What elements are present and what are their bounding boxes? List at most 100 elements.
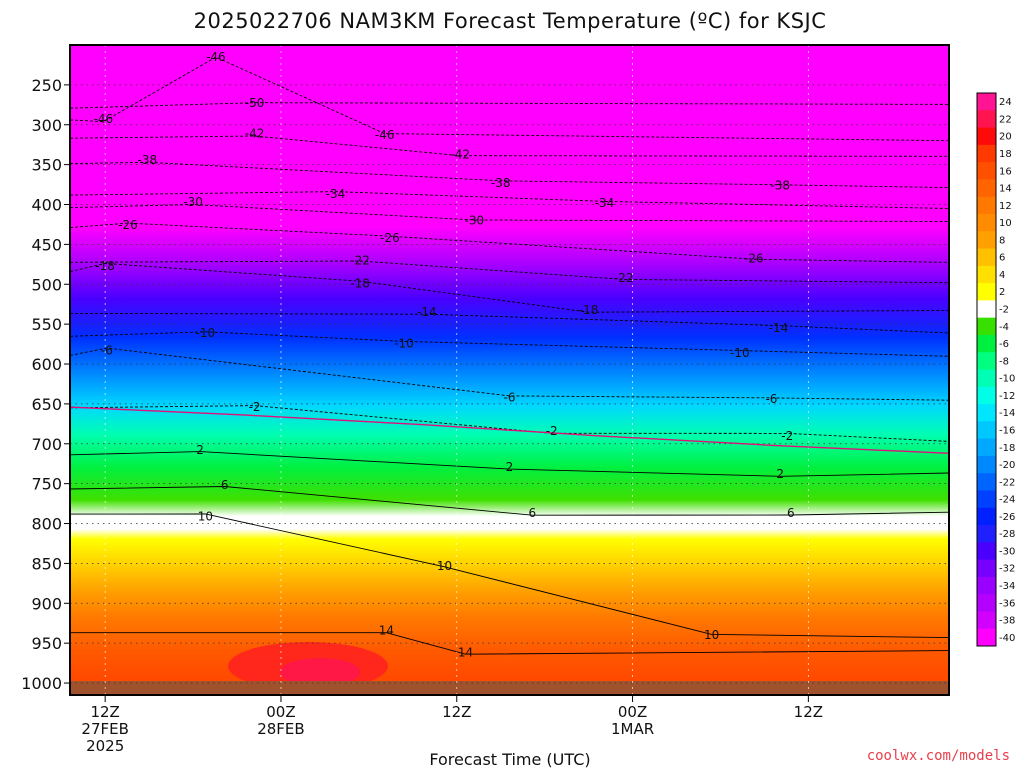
x-tick-label-2-0: 12Z <box>442 703 471 721</box>
colorbar-label-22: -22 <box>999 477 1015 488</box>
colorbar-label-5: 14 <box>999 184 1012 195</box>
contour-label-28: -6 <box>765 392 777 406</box>
contour-label-14: -26 <box>380 231 400 245</box>
colorbar-label-17: -12 <box>999 391 1015 402</box>
colorbar-label-11: 2 <box>999 287 1005 298</box>
colorbar-swatch-5 <box>977 179 996 198</box>
plot-frame <box>69 44 950 696</box>
colorbar-label-8: 8 <box>999 235 1005 246</box>
y-tick-label-2: 350 <box>31 156 62 175</box>
y-tick-label-10: 750 <box>31 475 62 494</box>
contour-label-33: 2 <box>506 460 514 474</box>
y-tick-label-12: 850 <box>31 554 62 573</box>
colorbar-swatch-19 <box>977 421 996 440</box>
x-tick-label-0-0: 12Z <box>90 703 119 721</box>
isotherm-line-8 <box>69 191 950 209</box>
colorbar-swatch-25 <box>977 525 996 543</box>
isotherm-line-6 <box>69 135 950 157</box>
contour-label-23: -10 <box>196 326 216 340</box>
colorbar-label-13: -4 <box>999 322 1009 333</box>
colorbar-label-23: -24 <box>999 495 1015 506</box>
y-tick-label-11: 800 <box>31 515 62 534</box>
contour-label-36: 6 <box>529 506 537 520</box>
colorbar-label-15: -8 <box>999 356 1009 367</box>
contour-label-37: 6 <box>787 506 795 520</box>
y-tick-label-3: 400 <box>31 196 62 215</box>
contour-label-38: 10 <box>198 509 213 523</box>
colorbar-swatch-31 <box>977 628 996 647</box>
contour-label-17: -18 <box>95 259 115 273</box>
colorbar-swatch-30 <box>977 611 996 630</box>
contour-label-26: -10 <box>730 346 750 360</box>
contour-label-10: -30 <box>183 195 203 209</box>
isotherm-line-2 <box>69 513 950 639</box>
isotherm-line-13 <box>69 312 950 334</box>
colorbar-swatch-14 <box>977 334 996 353</box>
y-axis: 250 300 350 400 450 500 550 600 650 700 750 800 850 9… <box>21 76 70 693</box>
y-tick-label-4: 450 <box>31 235 62 254</box>
colorbar-frame <box>976 92 997 647</box>
colorbar-swatch-11 <box>977 283 996 301</box>
y-tick-label-8: 650 <box>31 395 62 414</box>
contour-label-6: -38 <box>138 153 158 167</box>
y-tick-label-5: 500 <box>31 275 62 294</box>
colorbar-label-18: -14 <box>999 408 1015 419</box>
isotherm-line-15 <box>69 347 950 401</box>
colorbar-label-16: -10 <box>999 374 1015 385</box>
colorbar-label-21: -20 <box>999 460 1015 471</box>
colorbar-label-25: -28 <box>999 529 1015 540</box>
y-tick-label-9: 700 <box>31 435 62 454</box>
colorbar-swatch-8 <box>977 231 996 250</box>
colorbar-label-28: -34 <box>999 581 1015 592</box>
contour-label-22: -14 <box>769 321 789 335</box>
isotherm-line-14 <box>69 331 950 357</box>
contour-label-42: 14 <box>458 646 473 660</box>
colorbar-swatch-0 <box>977 93 996 111</box>
contour-label-9: -34 <box>326 187 346 201</box>
contour-label-39: 10 <box>437 559 452 573</box>
contour-label-2: -46 <box>94 112 114 126</box>
colorbar-label-14: -6 <box>999 339 1009 350</box>
x-tick-label-0-1: 27FEB <box>81 720 128 738</box>
colorbar: 24 22 20 18 16 14 12 10 8 6 4 2 -2 -4 -6 -8 -10 -12 -14 -16… <box>976 92 1015 647</box>
contour-label-34: 2 <box>776 467 784 481</box>
colorbar-swatch-24 <box>977 507 996 526</box>
contour-label-12: -30 <box>465 213 485 227</box>
contour-label-25: -6 <box>101 343 113 357</box>
colorbar-label-27: -32 <box>999 564 1015 575</box>
colorbar-swatch-2 <box>977 127 996 146</box>
isotherm-line-0 <box>69 451 950 477</box>
isotherm-line-3 <box>70 632 950 655</box>
isotherm-line-16 <box>69 405 950 442</box>
isotherm-line-7 <box>69 161 950 189</box>
isotherm-line-1 <box>69 486 950 516</box>
x-axis-label: Forecast Time (UTC) <box>429 750 590 768</box>
colorbar-swatch-12 <box>977 300 996 319</box>
isotherm-line-4 <box>69 56 950 142</box>
colorbar-label-3: 18 <box>999 149 1012 160</box>
contour-labels: -46 -50 -46 -42 -46 -42 -38 -38 -38 -34 -30 -34 -30 -… <box>94 50 795 660</box>
contour-label-31: -2 <box>781 429 793 443</box>
y-tick-label-7: 600 <box>31 355 62 374</box>
contour-label-19: -18 <box>350 276 370 290</box>
contour-label-3: -42 <box>245 127 265 141</box>
contour-label-21: -18 <box>579 303 599 317</box>
y-tick-label-6: 550 <box>31 315 62 334</box>
contour-label-30: -2 <box>546 424 558 438</box>
colorbar-swatch-15 <box>977 352 996 370</box>
colorbar-label-6: 12 <box>999 201 1012 212</box>
colorbar-label-12: -2 <box>999 305 1009 316</box>
y-tick-label-1: 300 <box>31 116 62 135</box>
credit-text: coolwx.com/models <box>867 748 1010 764</box>
y-tick-label-0: 250 <box>31 76 62 95</box>
colorbar-label-20: -18 <box>999 443 1015 454</box>
colorbar-swatch-20 <box>977 438 996 457</box>
contour-label-40: 10 <box>704 628 719 642</box>
colorbar-label-9: 6 <box>999 253 1005 264</box>
colorbar-swatch-6 <box>977 196 996 215</box>
colorbar-swatch-13 <box>977 317 996 336</box>
x-tick-label-1-1: 28FEB <box>257 720 304 738</box>
isotherm-line-9 <box>69 204 950 222</box>
colorbar-label-30: -38 <box>999 616 1015 627</box>
colorbar-swatch-7 <box>977 213 996 232</box>
